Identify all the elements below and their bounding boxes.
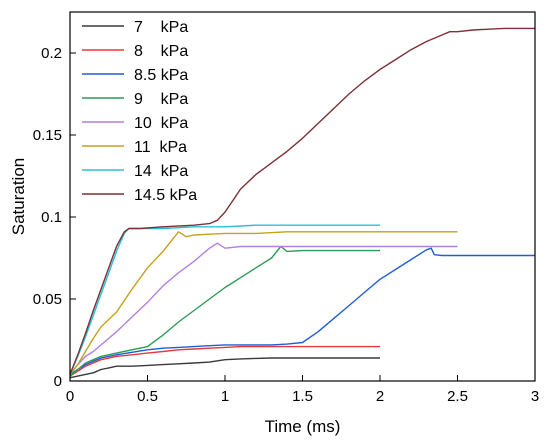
x-tick-label: 0.5 [137, 388, 158, 405]
series-line-0 [69, 357, 380, 379]
legend-label: 7 kPa [134, 19, 188, 36]
x-tick-label: 3 [531, 388, 539, 405]
x-axis-label: Time (ms) [265, 417, 341, 436]
legend-label: 9 kPa [134, 91, 188, 108]
y-tick-label: 0.05 [33, 291, 62, 308]
x-tick-label: 2 [376, 388, 384, 405]
plot-frame [69, 11, 536, 382]
series-line-5 [69, 231, 458, 375]
series-layer [69, 27, 535, 379]
y-tick-label: 0 [54, 373, 62, 390]
x-tick-label: 1.5 [292, 388, 313, 405]
series-line-2 [69, 247, 535, 375]
legend-label: 14 kPa [134, 163, 188, 180]
series-line-4 [69, 242, 458, 375]
series-line-3 [69, 245, 380, 377]
series-line-7 [69, 27, 535, 375]
y-tick-label: 0.2 [41, 45, 62, 62]
legend: 7 kPa 8 kPa 8.5 kPa 9 kPa 10 kPa 11 kPa 14 kPa… [82, 19, 197, 204]
x-tick-label: 0 [66, 388, 74, 405]
x-tick-label: 1 [221, 388, 229, 405]
y-tick-label: 0.15 [33, 127, 62, 144]
legend-label: 8 kPa [134, 43, 188, 60]
y-tick-label: 0.1 [41, 209, 62, 226]
legend-label: 11 kPa [134, 139, 187, 156]
legend-label: 8.5 kPa [134, 67, 188, 84]
legend-label: 10 kPa [134, 115, 188, 132]
legend-label: 14.5 kPa [134, 187, 197, 204]
y-axis-label: Saturation [9, 158, 28, 236]
x-tick-label: 2.5 [447, 388, 468, 405]
series-line-1 [69, 345, 380, 377]
